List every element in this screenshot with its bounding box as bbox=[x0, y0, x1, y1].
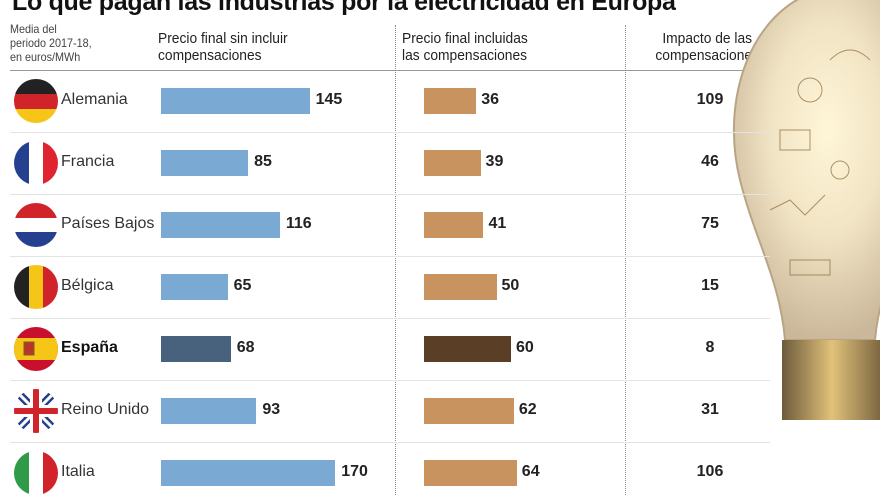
bar-price-with bbox=[424, 150, 481, 176]
row-divider bbox=[10, 318, 770, 319]
spain-flag-icon bbox=[14, 327, 58, 371]
chart-subtitle: Media del periodo 2017-18, en euros/MWh bbox=[10, 22, 92, 64]
bar-price-without bbox=[161, 88, 310, 114]
row-divider bbox=[10, 132, 770, 133]
value-impact: 31 bbox=[701, 401, 719, 418]
header-line: compensaciones bbox=[655, 47, 759, 64]
germany-flag-icon bbox=[14, 79, 58, 123]
value-price-without: 116 bbox=[285, 215, 312, 232]
table-row: Países Bajos 116 41 75 bbox=[0, 194, 880, 256]
bar-price-with bbox=[424, 212, 484, 238]
header-line: Precio final incluidas bbox=[402, 30, 528, 47]
subtitle-line: en euros/MWh bbox=[10, 50, 81, 64]
header-line: las compensaciones bbox=[402, 47, 528, 64]
chart-title: Lo que pagan las industrias por la elect… bbox=[12, 0, 676, 16]
bar-price-with bbox=[424, 336, 511, 362]
country-label: Italia bbox=[61, 463, 95, 480]
value-price-without: 65 bbox=[233, 277, 252, 294]
country-label: Bélgica bbox=[61, 277, 114, 294]
row-divider bbox=[10, 442, 770, 443]
belgium-flag-icon bbox=[14, 265, 58, 309]
subtitle-line: Media del bbox=[10, 22, 57, 36]
country-label: Países Bajos bbox=[61, 215, 155, 232]
value-price-with: 64 bbox=[521, 463, 540, 480]
row-divider bbox=[10, 380, 770, 381]
value-price-with: 41 bbox=[488, 215, 507, 232]
value-impact: 75 bbox=[701, 215, 719, 232]
bar-price-without bbox=[161, 460, 336, 486]
column-header-price-with: Precio final incluidas las compensacione… bbox=[402, 30, 528, 64]
table-row: España 68 60 8 bbox=[0, 318, 880, 380]
france-flag-icon bbox=[14, 141, 58, 185]
column-divider bbox=[395, 25, 396, 495]
bar-price-without bbox=[161, 150, 249, 176]
header-divider bbox=[10, 70, 770, 71]
value-price-with: 60 bbox=[516, 339, 534, 356]
value-impact: 109 bbox=[696, 91, 724, 108]
bar-price-without bbox=[161, 212, 280, 238]
value-price-without: 93 bbox=[262, 401, 281, 418]
bar-price-with bbox=[424, 274, 497, 300]
bar-price-with bbox=[424, 460, 517, 486]
bar-price-with bbox=[424, 88, 477, 114]
uk-flag-icon bbox=[14, 389, 58, 433]
value-price-with: 36 bbox=[481, 91, 499, 108]
value-impact: 106 bbox=[696, 463, 724, 480]
country-label: Reino Unido bbox=[61, 401, 150, 418]
netherlands-flag-icon bbox=[14, 203, 58, 247]
bar-price-with bbox=[424, 398, 514, 424]
column-divider bbox=[625, 25, 626, 495]
value-impact: 8 bbox=[705, 339, 715, 356]
header-line: Impacto de las bbox=[662, 30, 753, 47]
country-label: Alemania bbox=[61, 91, 128, 108]
value-price-without: 170 bbox=[341, 463, 368, 480]
value-impact: 15 bbox=[701, 277, 719, 294]
country-label: España bbox=[61, 339, 118, 356]
value-price-with: 62 bbox=[518, 401, 537, 418]
row-divider bbox=[10, 194, 770, 195]
value-price-with: 50 bbox=[501, 277, 520, 294]
value-price-with: 39 bbox=[485, 153, 504, 170]
table-row: Alemania 145 36 109 bbox=[0, 70, 880, 132]
value-price-without: 85 bbox=[254, 153, 272, 170]
column-header-price-without: Precio final sin incluir compensaciones bbox=[158, 30, 288, 64]
value-price-without: 68 bbox=[236, 339, 255, 356]
header-line: Precio final sin incluir bbox=[158, 30, 288, 47]
lightbulb-illustration bbox=[732, 0, 880, 420]
bar-price-without bbox=[161, 336, 231, 362]
table-row: Bélgica 65 50 15 bbox=[0, 256, 880, 318]
italy-flag-icon bbox=[14, 451, 58, 495]
table-row: Reino Unido 93 62 31 bbox=[0, 380, 880, 442]
header-line: compensaciones bbox=[158, 47, 262, 64]
bar-price-without bbox=[161, 398, 257, 424]
row-divider bbox=[10, 256, 770, 257]
subtitle-line: periodo 2017-18, bbox=[10, 36, 92, 50]
table-row: Italia 170 64 106 bbox=[0, 442, 880, 504]
column-header-impact: Impacto de las compensaciones bbox=[652, 30, 762, 64]
country-label: Francia bbox=[61, 153, 115, 170]
value-impact: 46 bbox=[701, 153, 719, 170]
value-price-without: 145 bbox=[315, 91, 343, 108]
bar-price-without bbox=[161, 274, 228, 300]
table-row: Francia 85 39 46 bbox=[0, 132, 880, 194]
